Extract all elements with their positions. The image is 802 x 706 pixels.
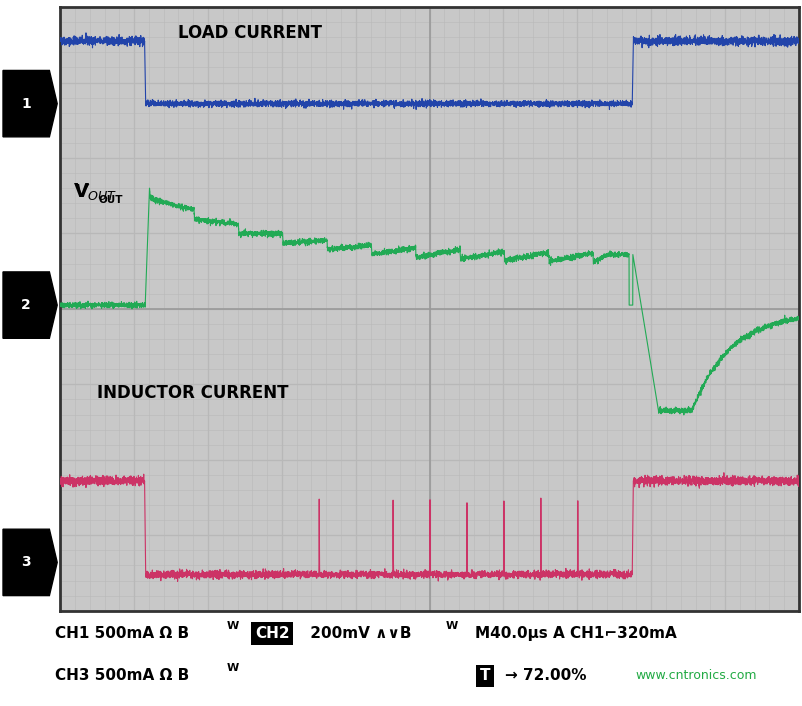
Polygon shape [3,71,57,137]
Text: INDUCTOR CURRENT: INDUCTOR CURRENT [97,384,288,402]
Text: 2: 2 [22,298,31,312]
Text: W: W [445,621,458,630]
Text: CH3 500mA Ω B: CH3 500mA Ω B [55,669,189,683]
Text: www.cntronics.com: www.cntronics.com [634,669,755,683]
Polygon shape [3,530,57,596]
Text: W: W [227,621,239,630]
Polygon shape [3,272,57,338]
Text: T: T [480,669,490,683]
Text: CH2: CH2 [255,626,290,641]
Text: OUT: OUT [99,195,123,205]
Text: $V_{OUT}$: $V_{OUT}$ [75,182,117,202]
Text: 1: 1 [22,97,31,111]
Text: M40.0μs A CH1⌐320mA: M40.0μs A CH1⌐320mA [475,626,676,641]
Text: → 72.00%: → 72.00% [504,669,585,683]
Text: 3: 3 [22,556,31,570]
Text: 200mV ∧∨B: 200mV ∧∨B [305,626,411,641]
Text: W: W [227,663,239,673]
Text: CH1 500mA Ω B: CH1 500mA Ω B [55,626,189,641]
Text: LOAD CURRENT: LOAD CURRENT [178,25,322,42]
Text: V: V [74,182,88,201]
